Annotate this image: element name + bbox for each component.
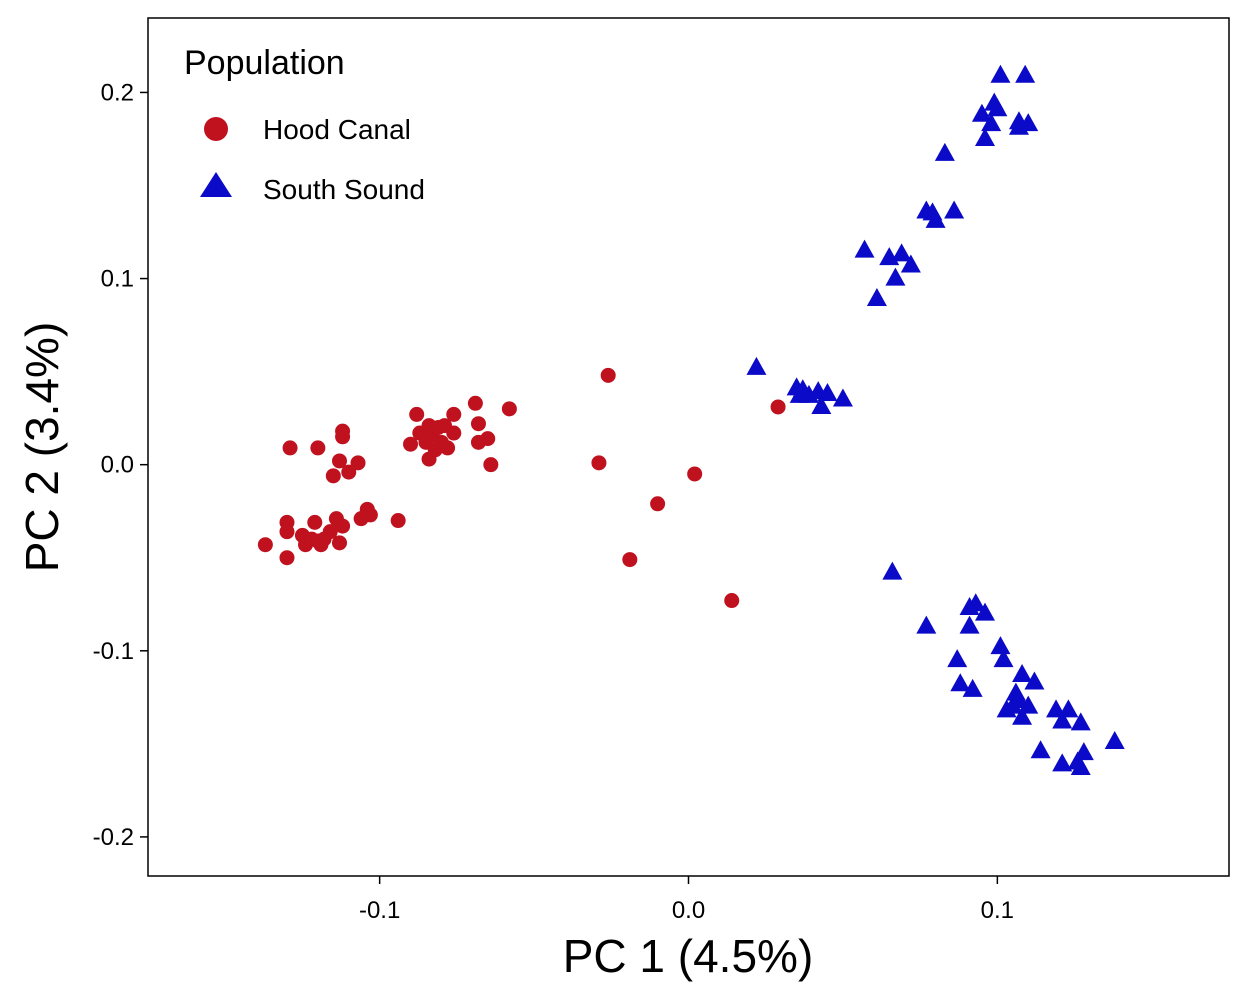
- point-south-sound: [925, 209, 946, 228]
- point-south-sound: [975, 602, 996, 621]
- point-hood-canal: [591, 455, 607, 471]
- point-south-sound: [1104, 730, 1125, 749]
- point-hood-canal: [341, 464, 357, 480]
- point-south-sound: [900, 254, 921, 273]
- x-axis: -0.1 0.0 0.1: [359, 876, 1014, 924]
- y-tick-label: 0.0: [101, 452, 134, 479]
- point-south-sound: [971, 103, 992, 122]
- point-hood-canal: [687, 466, 703, 482]
- point-south-sound: [990, 64, 1011, 83]
- point-hood-canal: [325, 468, 341, 484]
- point-south-sound: [1018, 113, 1039, 132]
- point-south-sound: [817, 382, 838, 401]
- point-south-sound: [916, 615, 937, 634]
- point-hood-canal: [362, 507, 378, 523]
- point-south-sound: [1018, 695, 1039, 714]
- point-south-sound: [1073, 742, 1094, 761]
- point-south-sound: [1015, 64, 1036, 83]
- plot-frame: [147, 17, 1230, 877]
- y-tick-label: 0.1: [101, 266, 134, 293]
- point-south-sound: [1024, 671, 1045, 690]
- point-south-sound: [1052, 710, 1073, 729]
- point-south-sound: [1070, 712, 1091, 731]
- point-south-sound: [746, 356, 767, 375]
- point-south-sound: [1030, 740, 1051, 759]
- point-hood-canal: [483, 457, 499, 473]
- legend-title: Population: [184, 44, 345, 82]
- point-hood-canal: [257, 537, 273, 553]
- point-south-sound: [944, 200, 965, 219]
- y-axis: -0.2 -0.1 0.0 0.1 0.2: [93, 79, 148, 851]
- point-hood-canal: [600, 367, 616, 383]
- point-south-sound: [962, 678, 983, 697]
- point-south-sound: [1070, 757, 1091, 776]
- point-south-sound: [959, 615, 980, 634]
- point-south-sound: [882, 561, 903, 580]
- legend-marker-triangle: [200, 172, 232, 197]
- point-hood-canal: [470, 416, 486, 432]
- point-south-sound: [832, 388, 853, 407]
- point-hood-canal: [322, 524, 338, 540]
- legend-label-south-sound: South Sound: [263, 174, 425, 205]
- point-hood-canal: [501, 401, 517, 417]
- point-hood-canal: [335, 423, 351, 439]
- point-hood-canal: [282, 440, 298, 456]
- point-south-sound: [934, 142, 955, 161]
- point-south-sound: [947, 649, 968, 668]
- point-south-sound: [891, 243, 912, 262]
- point-hood-canal: [440, 440, 456, 456]
- point-south-sound: [1052, 753, 1073, 772]
- x-tick-label: -0.1: [359, 897, 400, 924]
- point-south-sound: [811, 395, 832, 414]
- x-axis-title: PC 1 (4.5%): [563, 930, 814, 982]
- point-hood-canal: [307, 514, 323, 530]
- y-tick-label: -0.2: [93, 824, 134, 851]
- point-south-sound: [975, 127, 996, 146]
- point-south-sound: [1012, 706, 1033, 725]
- point-hood-canal: [335, 518, 351, 534]
- point-hood-canal: [467, 395, 483, 411]
- x-tick-label: 0.0: [672, 897, 705, 924]
- point-hood-canal: [480, 431, 496, 447]
- point-hood-canal: [403, 436, 419, 452]
- point-south-sound: [990, 636, 1011, 655]
- point-south-sound: [981, 113, 1002, 132]
- point-hood-canal: [622, 552, 638, 568]
- point-hood-canal: [331, 453, 347, 469]
- y-tick-label: 0.2: [101, 79, 134, 106]
- point-hood-canal: [390, 513, 406, 529]
- point-south-sound: [885, 267, 906, 286]
- point-south-sound: [950, 673, 971, 692]
- point-hood-canal: [446, 425, 462, 441]
- point-hood-canal: [650, 496, 666, 512]
- legend-label-hood-canal: Hood Canal: [263, 114, 411, 145]
- point-hood-canal: [770, 399, 786, 415]
- point-hood-canal: [724, 593, 740, 609]
- point-hood-canal: [409, 406, 425, 422]
- point-hood-canal: [310, 440, 326, 456]
- point-hood-canal: [331, 535, 347, 551]
- point-south-sound: [965, 593, 986, 612]
- data-points: [257, 64, 1125, 776]
- point-hood-canal: [279, 550, 295, 566]
- point-hood-canal: [279, 514, 295, 530]
- point-hood-canal: [446, 406, 462, 422]
- legend-marker-circle: [204, 117, 228, 141]
- point-south-sound: [1058, 699, 1079, 718]
- x-tick-label: 0.1: [981, 897, 1014, 924]
- point-hood-canal: [350, 455, 366, 471]
- point-south-sound: [854, 239, 875, 258]
- y-axis-title: PC 2 (3.4%): [16, 322, 68, 573]
- point-south-sound: [866, 288, 887, 307]
- y-tick-label: -0.1: [93, 638, 134, 665]
- point-south-sound: [1012, 663, 1033, 682]
- point-south-sound: [993, 649, 1014, 668]
- legend: Population Hood Canal South Sound: [184, 44, 425, 205]
- point-south-sound: [987, 98, 1008, 117]
